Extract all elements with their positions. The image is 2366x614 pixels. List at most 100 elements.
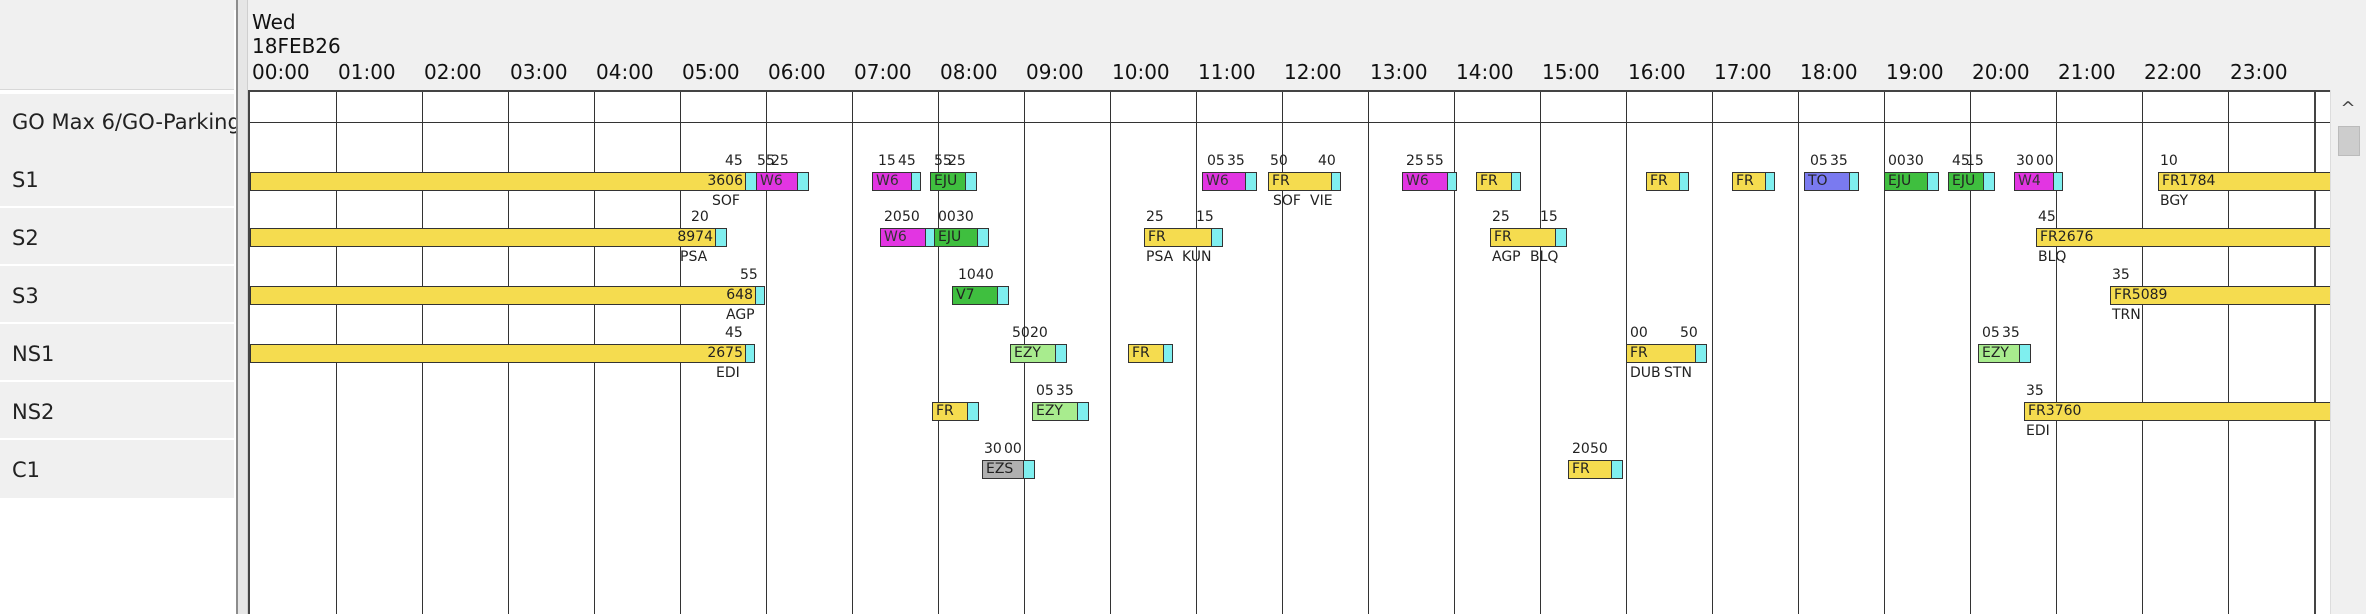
- gantt-chart-area[interactable]: 3606 W6 W6 EJU W6 FR W6 FR FR FR TO EJU …: [248, 90, 2334, 614]
- flight-bar[interactable]: W6: [756, 172, 798, 191]
- time-label: 00: [1004, 441, 1022, 457]
- flight-bar[interactable]: FR: [1128, 344, 1164, 363]
- flight-bar[interactable]: EJU: [1948, 172, 1984, 191]
- hour-gridline: [2228, 92, 2229, 614]
- row-label-bg: [0, 382, 234, 438]
- time-label: 25: [771, 153, 789, 169]
- flight-bar[interactable]: FR: [1646, 172, 1680, 191]
- flight-bar[interactable]: W4: [2014, 172, 2054, 191]
- turnaround-marker: [745, 344, 755, 363]
- flight-bar[interactable]: FR2676: [2036, 228, 2334, 247]
- hour-gridline: [938, 92, 939, 614]
- time-label: 50: [902, 209, 920, 225]
- flight-bar[interactable]: EZY: [1032, 402, 1078, 421]
- flight-bar[interactable]: W6: [872, 172, 912, 191]
- scroll-thumb[interactable]: [2338, 126, 2360, 156]
- time-label: 55: [740, 267, 758, 283]
- flight-bar[interactable]: EZY: [1978, 344, 2020, 363]
- hour-label: 15:00: [1542, 60, 1600, 84]
- flight-bar[interactable]: FR1784: [2158, 172, 2334, 191]
- airport-label: AGP: [1492, 249, 1521, 265]
- row-label-go-max[interactable]: GO Max 6/GO-Parking: [12, 110, 241, 134]
- turnaround-marker: [1055, 344, 1067, 363]
- hour-label: 05:00: [682, 60, 740, 84]
- hour-gridline: [1282, 92, 1283, 614]
- flight-bar[interactable]: FR: [1268, 172, 1332, 191]
- flight-bar[interactable]: W6: [880, 228, 926, 247]
- time-label: 20: [1572, 441, 1590, 457]
- hour-label: 04:00: [596, 60, 654, 84]
- row-label-ns2[interactable]: NS2: [12, 400, 55, 424]
- turnaround-marker: [797, 172, 809, 191]
- panel-splitter[interactable]: [236, 0, 248, 614]
- flight-bar[interactable]: 3606: [250, 172, 746, 191]
- time-label: 00: [2036, 153, 2054, 169]
- flight-bar[interactable]: W6: [1202, 172, 1246, 191]
- turnaround-marker: [977, 228, 989, 247]
- airport-label: AGP: [726, 307, 755, 323]
- hour-gridline: [852, 92, 853, 614]
- turnaround-marker: [715, 228, 727, 247]
- turnaround-marker: [1447, 172, 1457, 191]
- flight-bar[interactable]: W6: [1402, 172, 1448, 191]
- flight-bar[interactable]: V7: [952, 286, 998, 305]
- row-label-s2[interactable]: S2: [12, 226, 39, 250]
- hour-gridline: [1368, 92, 1369, 614]
- airport-label: BLQ: [2038, 249, 2067, 265]
- flight-bar[interactable]: EJU: [934, 228, 978, 247]
- hour-gridline: [1884, 92, 1885, 614]
- scroll-up-icon[interactable]: ^: [2340, 98, 2356, 119]
- flight-bar[interactable]: TO: [1804, 172, 1850, 191]
- turnaround-marker: [911, 172, 921, 191]
- flight-bar[interactable]: EZS: [982, 460, 1024, 479]
- row-header-corner: [0, 10, 234, 90]
- flight-bar[interactable]: FR: [1732, 172, 1766, 191]
- flight-bar[interactable]: FR: [1626, 344, 1696, 363]
- airport-label: STN: [1664, 365, 1692, 381]
- time-label: 05: [1982, 325, 2000, 341]
- time-label: 15: [1966, 153, 1984, 169]
- time-label: 50: [1680, 325, 1698, 341]
- time-label: 30: [2016, 153, 2034, 169]
- flight-bar[interactable]: EJU: [930, 172, 966, 191]
- hour-label: 13:00: [1370, 60, 1428, 84]
- flight-bar[interactable]: FR: [932, 402, 968, 421]
- vertical-scrollbar[interactable]: [2330, 90, 2366, 614]
- flight-bar[interactable]: FR3760: [2024, 402, 2334, 421]
- time-label: 40: [1318, 153, 1336, 169]
- hour-gridline: [2142, 92, 2143, 614]
- hour-gridline: [1712, 92, 1713, 614]
- time-label: 05: [1036, 383, 1054, 399]
- time-label: 30: [956, 209, 974, 225]
- turnaround-marker: [1331, 172, 1341, 191]
- flight-bar[interactable]: FR: [1476, 172, 1512, 191]
- row-label-c1[interactable]: C1: [12, 458, 41, 482]
- flight-bar[interactable]: EZY: [1010, 344, 1056, 363]
- time-label: 20: [884, 209, 902, 225]
- turnaround-marker: [1077, 402, 1089, 421]
- flight-bar[interactable]: EJU: [1884, 172, 1928, 191]
- flight-bar[interactable]: FR: [1568, 460, 1612, 479]
- flight-bar[interactable]: FR: [1490, 228, 1556, 247]
- turnaround-marker: [1211, 228, 1223, 247]
- turnaround-marker: [1849, 172, 1859, 191]
- turnaround-marker: [997, 286, 1009, 305]
- turnaround-marker: [1163, 344, 1173, 363]
- time-label: 00: [938, 209, 956, 225]
- time-label: 30: [1906, 153, 1924, 169]
- flight-bar[interactable]: FR5089: [2110, 286, 2334, 305]
- airport-label: SOF: [712, 193, 740, 209]
- flight-bar[interactable]: 8974: [250, 228, 716, 247]
- hour-label: 09:00: [1026, 60, 1084, 84]
- turnaround-marker: [1023, 460, 1035, 479]
- flight-bar[interactable]: 648: [250, 286, 756, 305]
- turnaround-marker: [1511, 172, 1521, 191]
- row-label-s3[interactable]: S3: [12, 284, 39, 308]
- time-label: 25: [948, 153, 966, 169]
- flight-bar[interactable]: 2675: [250, 344, 746, 363]
- hour-gridline: [1196, 92, 1197, 614]
- flight-bar[interactable]: FR: [1144, 228, 1212, 247]
- row-label-ns1[interactable]: NS1: [12, 342, 55, 366]
- row-label-s1[interactable]: S1: [12, 168, 39, 192]
- airport-label: PSA: [680, 249, 708, 265]
